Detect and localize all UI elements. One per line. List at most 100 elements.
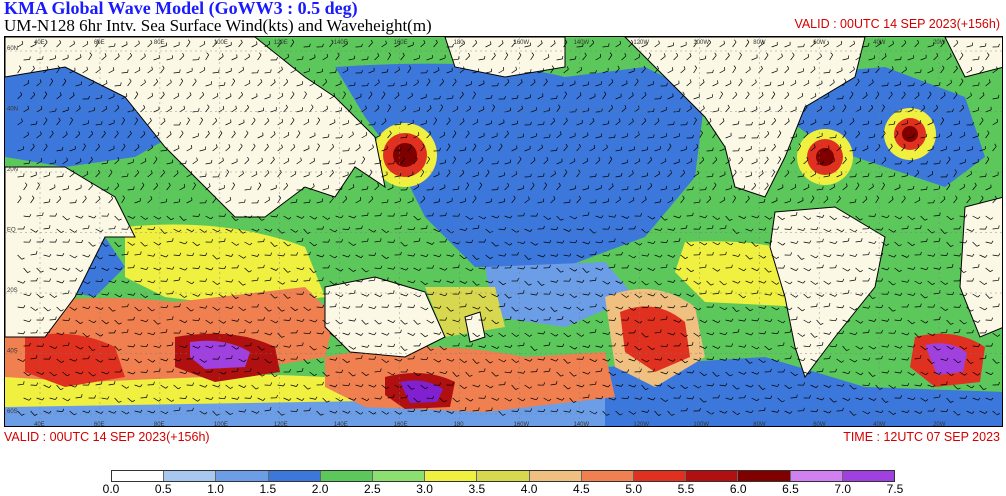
wind-barb — [309, 397, 316, 400]
wind-barb-flag — [179, 252, 182, 256]
wind-barb-flag — [725, 357, 728, 361]
wind-barb — [179, 55, 185, 61]
wind-barb-flag — [240, 39, 243, 43]
wind-barb-flag — [392, 372, 396, 376]
wind-barb — [95, 146, 100, 152]
wind-barb-flag — [620, 281, 624, 284]
wind-barb-flag — [497, 160, 499, 164]
wind-barb-flag — [307, 387, 311, 390]
wind-barb — [706, 280, 712, 286]
wind-barb — [485, 71, 492, 74]
wind-barb — [862, 332, 869, 334]
wind-barb-flag — [595, 173, 597, 177]
wind-barb — [602, 332, 609, 335]
wind-barb — [725, 55, 730, 61]
wind-barb — [75, 56, 82, 61]
wind-barb — [660, 293, 666, 299]
wind-barb — [153, 370, 160, 373]
wind-barb-flag — [640, 213, 642, 217]
wind-barb-flag — [217, 384, 221, 388]
wind-barb — [556, 293, 563, 297]
wind-barb — [992, 146, 997, 152]
wind-barb-flag — [530, 173, 532, 177]
wind-barb-flag — [250, 215, 253, 219]
wind-barb — [160, 410, 167, 415]
wind-barb — [316, 201, 323, 204]
longitude-label: 180 — [454, 422, 465, 427]
wind-barb-flag — [813, 40, 816, 44]
wind-barb — [491, 135, 498, 139]
wind-barb-flag — [712, 251, 714, 256]
wind-barb-flag — [49, 329, 51, 333]
wind-barb — [615, 120, 621, 126]
wind-barb-flag — [595, 199, 597, 203]
wind-barb — [179, 163, 186, 165]
wind-barb-flag — [100, 411, 104, 414]
wind-barb-flag — [354, 82, 356, 86]
wind-barb — [173, 254, 180, 256]
wind-barb-flag — [100, 307, 104, 310]
wind-barb — [517, 345, 524, 347]
wind-barb-flag — [383, 91, 386, 95]
wind-barb-flag — [158, 399, 162, 402]
wind-barb — [706, 42, 711, 48]
wind-barb — [290, 306, 296, 311]
wind-barb-flag — [924, 296, 928, 299]
wind-barb-flag — [689, 53, 692, 57]
wind-barb-flag — [114, 253, 117, 257]
wind-barb — [459, 120, 465, 126]
wind-barb-flag — [959, 253, 962, 257]
wind-barb — [550, 280, 557, 283]
wind-barb-flag — [634, 329, 636, 334]
wind-barb-flag — [556, 381, 558, 385]
wind-barb-flag — [757, 318, 760, 322]
wind-barb — [134, 172, 139, 178]
wind-barb — [563, 202, 570, 204]
wind-barb-flag — [517, 408, 520, 412]
wind-barb — [329, 95, 335, 100]
wind-barb — [940, 280, 946, 285]
wind-barb-flag — [289, 368, 291, 373]
wind-barb-flag — [181, 130, 184, 134]
wind-barb-flag — [932, 384, 936, 388]
wind-barb-flag — [795, 347, 799, 350]
wind-barb-flag — [673, 227, 676, 231]
latitude-label: 20S — [7, 288, 18, 294]
wind-barb — [660, 371, 667, 375]
wind-barb-flag — [107, 343, 110, 347]
wind-barb-flag — [270, 252, 273, 256]
wind-barb — [868, 241, 875, 244]
wind-barb — [725, 371, 731, 377]
wind-barb-flag — [731, 264, 733, 268]
wind-barb — [309, 186, 315, 191]
wind-barb — [56, 176, 63, 178]
wind-barb — [511, 198, 516, 204]
wind-barb-flag — [411, 387, 415, 390]
wind-barb-flag — [950, 400, 954, 403]
wind-barb-flag — [453, 156, 456, 160]
wind-barb — [439, 187, 446, 191]
wind-barb-flag — [970, 92, 972, 96]
wind-barb-flag — [833, 157, 835, 161]
wind-barb-flag — [744, 394, 746, 398]
wind-barb — [69, 228, 75, 233]
wind-barb — [264, 199, 270, 204]
wind-barb-flag — [682, 195, 685, 199]
wind-barb-flag — [261, 348, 265, 351]
wind-barb-flag — [268, 196, 271, 200]
wind-barb — [862, 306, 869, 309]
wind-barb-flag — [860, 321, 864, 324]
wind-barb — [654, 358, 661, 361]
colorbar-label: 2.0 — [311, 482, 329, 496]
wind-barb-flag — [172, 341, 174, 346]
wind-barb — [985, 267, 991, 272]
wind-barb-flag — [820, 105, 822, 109]
wind-barb-flag — [425, 307, 429, 311]
wind-barb — [173, 358, 180, 362]
wind-barb — [394, 358, 401, 362]
wind-barb-flag — [166, 147, 168, 151]
wind-barb-flag — [371, 195, 374, 199]
wind-barb — [628, 280, 635, 284]
wind-barb — [153, 134, 159, 139]
wind-barb — [777, 344, 784, 347]
